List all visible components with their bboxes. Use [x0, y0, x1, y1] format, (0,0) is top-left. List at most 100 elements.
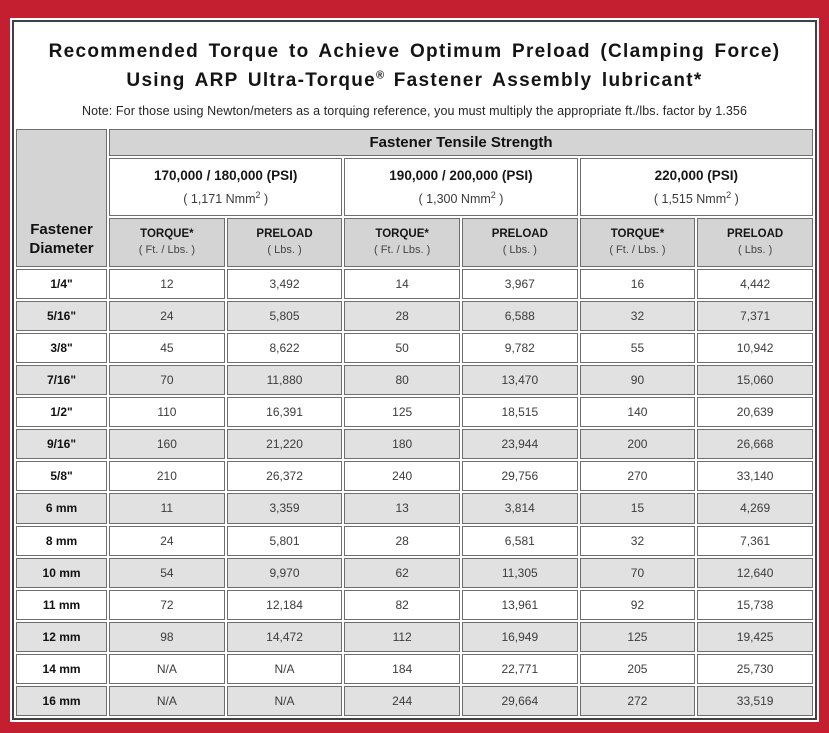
- value-cell: 4,269: [697, 493, 813, 524]
- value-cell: 15,738: [697, 589, 813, 620]
- diameter-cell: 9/16": [16, 429, 108, 460]
- value-cell: 45: [109, 333, 225, 364]
- table-body: 1/4" 12 3,492 14 3,967 16 4,442 5/16" 24 5,805 28 6…: [16, 268, 813, 716]
- value-cell: 16,949: [461, 621, 578, 652]
- nmm-text-post: ): [495, 191, 504, 206]
- nmm-text: ( 1,515 Nmm: [653, 191, 727, 206]
- value-cell: 4,442: [697, 268, 813, 299]
- value-cell: 54: [109, 557, 225, 588]
- value-cell: 55: [579, 333, 696, 364]
- torque-unit: ( Ft. / Lbs. ): [138, 244, 195, 257]
- value-cell: 7,371: [697, 300, 813, 332]
- value-cell: 9,782: [461, 333, 578, 364]
- value-cell: 26,372: [226, 461, 343, 492]
- diameter-cell: 7/16": [16, 365, 108, 396]
- value-cell: 62: [344, 557, 460, 588]
- tensile-strength-header-row: Fastener Diameter Fastener Tensile Stren…: [16, 128, 813, 267]
- value-cell: 90: [579, 365, 696, 396]
- value-cell: 15,060: [697, 365, 813, 396]
- value-cell: 33,519: [697, 685, 813, 716]
- corner-header-fastener-diameter: Fastener Diameter: [16, 128, 108, 267]
- value-cell: 272: [579, 685, 696, 716]
- value-cell: 7,361: [697, 525, 813, 556]
- value-cell: 24: [109, 300, 225, 332]
- nmm-text-post: ): [731, 191, 739, 206]
- table-row: 11 mm 72 12,184 82 13,961 92 15,738: [16, 589, 813, 620]
- value-cell: 21,220: [226, 429, 343, 460]
- value-cell: 3,359: [226, 493, 343, 524]
- value-cell: 6,588: [461, 300, 578, 332]
- nmm-text-post: ): [260, 191, 269, 206]
- preload-header-cell: PRELOAD ( Lbs. ): [461, 217, 578, 267]
- table-row: 12 mm 98 14,472 112 16,949 125 19,425: [16, 621, 813, 652]
- value-cell: 11: [109, 493, 225, 524]
- table-row: 16 mm N/A N/A 244 29,664 272 33,519: [16, 685, 813, 716]
- value-cell: N/A: [226, 653, 343, 684]
- value-cell: 29,756: [461, 461, 578, 492]
- unit-header-row: TORQUE* ( Ft. / Lbs. ) PRELOAD ( Lbs. ) …: [16, 217, 813, 267]
- table-row: 10 mm 54 9,970 62 11,305 70 12,640: [16, 557, 813, 588]
- diameter-cell: 5/16": [16, 300, 108, 332]
- value-cell: 200: [579, 429, 696, 460]
- value-cell: 3,492: [226, 268, 343, 299]
- value-cell: N/A: [226, 685, 343, 716]
- value-cell: 25,730: [697, 653, 813, 684]
- value-cell: 82: [344, 589, 460, 620]
- value-cell: 6,581: [461, 525, 578, 556]
- page-title-line-2: Using ARP Ultra-Torque® Fastener Assembl…: [20, 66, 809, 95]
- value-cell: 24: [109, 525, 225, 556]
- value-cell: 5,805: [226, 300, 343, 332]
- diameter-cell: 11 mm: [16, 589, 108, 620]
- value-cell: 3,967: [461, 268, 578, 299]
- value-cell: 15: [579, 493, 696, 524]
- value-cell: 19,425: [697, 621, 813, 652]
- value-cell: 5,801: [226, 525, 343, 556]
- value-cell: 70: [579, 557, 696, 588]
- psi-label: 170,000 / 180,000 (PSI): [154, 167, 298, 183]
- preload-header-cell: PRELOAD ( Lbs. ): [226, 217, 343, 267]
- value-cell: 13,961: [461, 589, 578, 620]
- value-cell: 80: [344, 365, 460, 396]
- value-cell: 92: [579, 589, 696, 620]
- preload-unit: ( Lbs. ): [738, 244, 773, 257]
- table-row: 9/16" 160 21,220 180 23,944 200 26,668: [16, 429, 813, 460]
- strength-group-header-190-200: 190,000 / 200,000 (PSI) ( 1,300 Nmm2 ): [344, 157, 578, 216]
- diameter-cell: 1/4": [16, 268, 108, 299]
- diameter-cell: 6 mm: [16, 493, 108, 524]
- value-cell: 244: [344, 685, 460, 716]
- diameter-cell: 16 mm: [16, 685, 108, 716]
- value-cell: 270: [579, 461, 696, 492]
- nmm-label: ( 1,300 Nmm2 ): [347, 190, 574, 206]
- preload-label: PRELOAD: [727, 228, 784, 241]
- nmm-superscript: 2: [255, 189, 261, 200]
- table-row: 6 mm 11 3,359 13 3,814 15 4,269: [16, 493, 813, 524]
- psi-label: 190,000 / 200,000 (PSI): [389, 167, 533, 183]
- nmm-text: ( 1,171 Nmm: [183, 191, 256, 206]
- corner-header-line1: Fastener: [30, 220, 93, 238]
- table-row: 5/8" 210 26,372 240 29,756 270 33,140: [16, 461, 813, 492]
- nmm-superscript: 2: [490, 189, 496, 200]
- value-cell: N/A: [109, 653, 225, 684]
- value-cell: 16,391: [226, 397, 343, 428]
- value-cell: 13,470: [461, 365, 578, 396]
- table-row: 1/2" 110 16,391 125 18,515 140 20,639: [16, 397, 813, 428]
- table-row: 3/8" 45 8,622 50 9,782 55 10,942: [16, 333, 813, 364]
- value-cell: 32: [579, 300, 696, 332]
- value-cell: 110: [109, 397, 225, 428]
- psi-header-row: 170,000 / 180,000 (PSI) ( 1,171 Nmm2 ) 1…: [16, 157, 813, 216]
- value-cell: 140: [579, 397, 696, 428]
- value-cell: 9,970: [226, 557, 343, 588]
- preload-header-cell: PRELOAD ( Lbs. ): [697, 217, 813, 267]
- preload-unit: ( Lbs. ): [502, 244, 537, 257]
- value-cell: 240: [344, 461, 460, 492]
- preload-label: PRELOAD: [491, 228, 548, 241]
- value-cell: 14: [344, 268, 460, 299]
- value-cell: 160: [109, 429, 225, 460]
- value-cell: 112: [344, 621, 460, 652]
- value-cell: 33,140: [697, 461, 813, 492]
- torque-label: TORQUE*: [610, 228, 665, 241]
- value-cell: 184: [344, 653, 460, 684]
- torque-header-cell: TORQUE* ( Ft. / Lbs. ): [344, 217, 460, 267]
- value-cell: 29,664: [461, 685, 578, 716]
